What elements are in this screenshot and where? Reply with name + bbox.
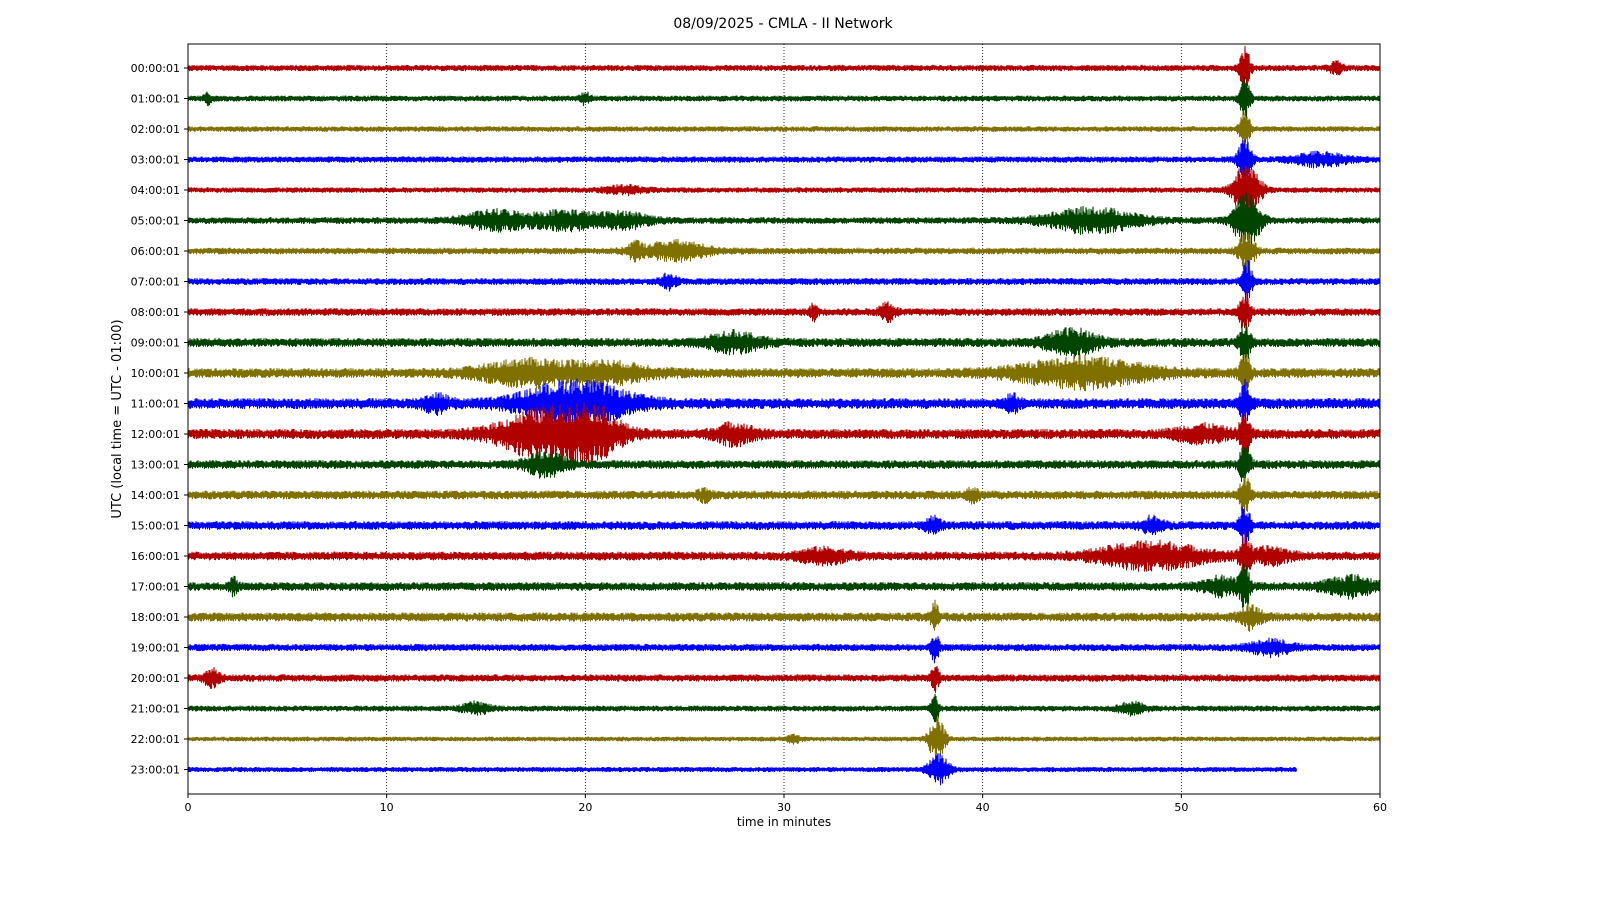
seismic-trace-row: [187, 475, 1381, 516]
seismic-trace-row: [187, 165, 1381, 215]
trace-layer: [187, 45, 1381, 786]
seismic-trace-row: [187, 599, 1381, 633]
x-tick-label: 20: [578, 801, 592, 814]
y-tick-label: 03:00:01: [131, 154, 180, 167]
y-tick-label: 11:00:01: [131, 398, 180, 411]
x-tick-label: 30: [777, 801, 791, 814]
seismic-trace-row: [187, 191, 1381, 247]
seismic-trace-row: [187, 139, 1381, 182]
y-tick-label: 20:00:01: [131, 672, 180, 685]
y-tick-label: 14:00:01: [131, 489, 180, 502]
y-tick-label: 10:00:01: [131, 367, 180, 380]
seismic-trace-row: [187, 693, 1381, 723]
y-tick-label: 18:00:01: [131, 611, 180, 624]
y-tick-label: 21:00:01: [131, 703, 180, 716]
seismic-trace-row: [187, 446, 1381, 483]
seismic-trace-row: [187, 563, 1381, 608]
chart-title: 08/09/2025 - CMLA - II Network: [673, 16, 893, 32]
x-tick-label: 10: [380, 801, 394, 814]
seismic-trace-row: [187, 45, 1381, 87]
x-tick-label: 50: [1174, 801, 1188, 814]
y-tick-label: 06:00:01: [131, 245, 180, 258]
y-tick-label: 19:00:01: [131, 642, 180, 655]
seismic-trace-row: [187, 231, 1381, 274]
seismic-trace-row: [187, 506, 1381, 546]
seismic-trace-row: [187, 291, 1381, 329]
y-tick-label: 22:00:01: [131, 733, 180, 746]
y-tick-label: 05:00:01: [131, 215, 180, 228]
y-tick-label: 17:00:01: [131, 581, 180, 594]
y-tick-label: 23:00:01: [131, 764, 180, 777]
y-tick-label: 08:00:01: [131, 306, 180, 319]
seismic-trace-row: [187, 665, 1381, 693]
y-tick-label: 09:00:01: [131, 337, 180, 350]
seismic-trace-row: [187, 353, 1381, 395]
x-tick-label: 60: [1373, 801, 1387, 814]
seismic-trace-row: [187, 76, 1381, 120]
x-axis: 0 10 20 30 40 50 60: [185, 794, 1387, 814]
y-tick-label: 12:00:01: [131, 428, 180, 441]
seismic-trace-row: [187, 532, 1381, 576]
y-tick-label: 01:00:01: [131, 93, 180, 106]
y-axis: 00:00:01 01:00:01 02:00:01 03:00:01 04:00:01…: [131, 62, 188, 777]
y-tick-label: 15:00:01: [131, 520, 180, 533]
x-tick-label: 40: [976, 801, 990, 814]
seismic-trace-row: [187, 402, 1381, 466]
seismic-trace-row: [187, 259, 1381, 303]
y-tick-label: 04:00:01: [131, 184, 180, 197]
seismic-trace-row: [187, 752, 1298, 786]
x-axis-label: time in minutes: [737, 815, 831, 829]
x-tick-label: 0: [185, 801, 192, 814]
seismic-trace-row: [187, 322, 1381, 363]
y-tick-label: 02:00:01: [131, 123, 180, 136]
seismic-trace-row: [187, 110, 1381, 148]
y-tick-label: 16:00:01: [131, 550, 180, 563]
y-tick-label: 00:00:01: [131, 62, 180, 75]
seismic-trace-row: [187, 715, 1381, 759]
seismic-trace-row: [187, 636, 1381, 664]
y-tick-label: 07:00:01: [131, 276, 180, 289]
y-axis-label: UTC (local time = UTC - 01:00): [110, 319, 125, 518]
y-tick-label: 13:00:01: [131, 459, 180, 472]
seismic-trace-row: [187, 378, 1381, 429]
